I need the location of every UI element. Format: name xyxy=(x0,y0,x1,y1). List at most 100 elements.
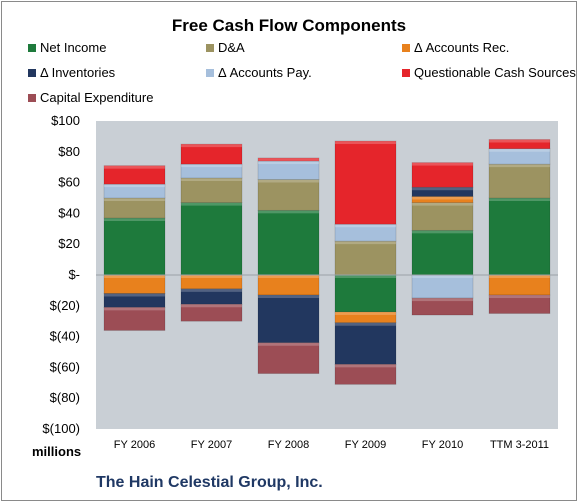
company-name: The Hain Celestial Group, Inc. xyxy=(96,474,323,491)
legend-label: Δ Inventories xyxy=(40,65,116,80)
bar-highlight xyxy=(489,164,550,168)
bar-highlight xyxy=(258,210,319,214)
bar-highlight xyxy=(335,141,396,145)
y-tick-label: $20 xyxy=(58,236,80,251)
bar-highlight xyxy=(258,161,319,165)
legend-item: Δ Accounts Pay. xyxy=(206,65,312,80)
y-tick-label: $100 xyxy=(51,113,80,128)
legend-item: Capital Expenditure xyxy=(28,90,153,105)
bar-highlight xyxy=(489,295,550,299)
legend-label: Δ Accounts Pay. xyxy=(218,65,312,80)
bar-segment xyxy=(411,162,474,188)
bar-segment xyxy=(103,306,166,331)
bar-highlight xyxy=(258,179,319,183)
bar-segment xyxy=(257,209,320,276)
y-tick-label: $(40) xyxy=(50,329,80,344)
y-tick-label: $80 xyxy=(58,144,80,159)
y-tick-label: $(20) xyxy=(50,298,80,313)
bar-segment xyxy=(257,342,320,374)
bar-segment xyxy=(334,363,397,385)
bar-segment xyxy=(411,274,474,299)
bar-segment xyxy=(411,202,474,231)
bar-segment xyxy=(180,177,243,203)
bar-segment xyxy=(411,229,474,276)
bar-segment xyxy=(334,240,397,276)
legend-swatch xyxy=(28,93,36,102)
bar-highlight xyxy=(181,164,242,168)
y-tick-label: $40 xyxy=(58,205,80,220)
bar-highlight xyxy=(104,184,165,188)
bar-highlight xyxy=(181,304,242,308)
y-tick-label: $- xyxy=(68,267,80,282)
bar-highlight xyxy=(104,218,165,222)
legend-swatch xyxy=(28,43,36,52)
bar-highlight xyxy=(181,288,242,292)
bar-segment xyxy=(103,197,166,219)
bar-highlight xyxy=(489,198,550,201)
bar-segment xyxy=(488,294,551,314)
legend-item: Questionable Cash Sources xyxy=(402,65,576,80)
legend-swatch xyxy=(402,68,410,77)
legend-swatch xyxy=(206,68,214,77)
legend-swatch xyxy=(206,43,214,52)
bar-highlight xyxy=(258,275,319,278)
legend-item: D&A xyxy=(206,40,245,55)
bar-segment xyxy=(334,274,397,313)
bar-highlight xyxy=(258,342,319,346)
y-tick-label: $(80) xyxy=(50,390,80,405)
bar-segment xyxy=(180,303,243,322)
bar-segment xyxy=(334,140,397,225)
bar-highlight xyxy=(412,298,473,302)
bar-highlight xyxy=(258,157,319,161)
bar-highlight xyxy=(104,275,165,278)
legend-label: Questionable Cash Sources xyxy=(414,65,576,80)
bar-highlight xyxy=(335,364,396,368)
bar-highlight xyxy=(181,202,242,206)
bar-highlight xyxy=(335,322,396,326)
bar-highlight xyxy=(412,196,473,200)
y-tick-label: $60 xyxy=(58,175,80,190)
bar-highlight xyxy=(412,187,473,191)
y-tick-label: $(60) xyxy=(50,359,80,374)
bar-highlight xyxy=(335,275,396,278)
x-tick-label: FY 2008 xyxy=(268,439,309,451)
legend-label: D&A xyxy=(218,40,245,55)
bar-highlight xyxy=(335,311,396,315)
x-tick-label: FY 2009 xyxy=(345,439,386,451)
bar-highlight xyxy=(258,295,319,299)
bar-highlight xyxy=(104,198,165,201)
x-tick-label: FY 2007 xyxy=(191,439,232,451)
bar-highlight xyxy=(412,202,473,206)
bar-segment xyxy=(103,217,166,276)
bar-highlight xyxy=(104,307,165,311)
bar-highlight xyxy=(412,275,473,278)
units-label: millions xyxy=(32,444,82,459)
legend-label: Net Income xyxy=(40,40,107,55)
bar-highlight xyxy=(335,241,396,245)
y-tick-label: $(100) xyxy=(42,421,80,436)
bar-highlight xyxy=(181,177,242,181)
bar-segment xyxy=(411,297,474,316)
bar-segment xyxy=(103,165,166,185)
bar-segment xyxy=(334,322,397,365)
bar-highlight xyxy=(104,165,165,169)
bar-highlight xyxy=(412,162,473,166)
bar-segment xyxy=(180,202,243,276)
bar-segment xyxy=(488,163,551,199)
x-tick-label: FY 2006 xyxy=(114,439,155,451)
bar-highlight xyxy=(181,275,242,278)
bar-segment xyxy=(257,157,320,162)
legend-item: Δ Inventories xyxy=(28,65,115,80)
bar-highlight xyxy=(335,224,396,228)
legend-item: Δ Accounts Rec. xyxy=(402,40,509,55)
bar-highlight xyxy=(181,144,242,148)
legend-swatch xyxy=(28,68,36,77)
bar-highlight xyxy=(412,230,473,234)
legend-label: Capital Expenditure xyxy=(40,90,154,105)
bar-segment xyxy=(488,197,551,276)
bar-segment xyxy=(257,294,320,344)
bar-segment xyxy=(257,274,320,296)
bar-segment xyxy=(180,143,243,165)
